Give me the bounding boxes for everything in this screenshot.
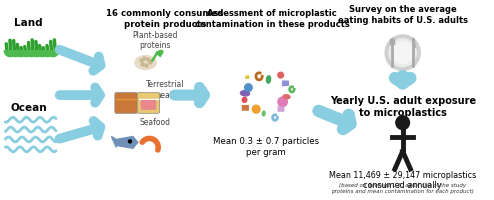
FancyBboxPatch shape — [282, 80, 289, 86]
Text: Yearly U.S. adult exposure
to microplastics: Yearly U.S. adult exposure to microplast… — [329, 96, 476, 118]
FancyBboxPatch shape — [141, 100, 156, 110]
Ellipse shape — [283, 95, 290, 99]
Polygon shape — [15, 51, 27, 57]
Text: Terrestrial
meats: Terrestrial meats — [146, 80, 184, 100]
Polygon shape — [20, 51, 32, 57]
Polygon shape — [116, 136, 138, 148]
Text: (based on average U.S. adult diet of the study
proteins and mean contamination f: (based on average U.S. adult diet of the… — [331, 183, 474, 194]
Ellipse shape — [135, 56, 156, 69]
Circle shape — [149, 61, 152, 64]
Circle shape — [128, 140, 131, 143]
Polygon shape — [26, 51, 38, 57]
Circle shape — [278, 97, 288, 107]
Circle shape — [245, 84, 252, 91]
Circle shape — [389, 39, 416, 66]
Circle shape — [396, 116, 410, 130]
FancyBboxPatch shape — [242, 105, 249, 111]
FancyBboxPatch shape — [278, 106, 285, 112]
Text: 16 commonly consumed
protein products: 16 commonly consumed protein products — [106, 9, 224, 29]
Circle shape — [143, 57, 146, 60]
Ellipse shape — [262, 111, 265, 116]
Text: Survey on the average
eating habits of U.S. adults: Survey on the average eating habits of U… — [338, 5, 468, 25]
Polygon shape — [10, 51, 21, 57]
Text: Mean 11,469 ± 29,147 microplastics
consumed annually: Mean 11,469 ± 29,147 microplastics consu… — [329, 171, 476, 190]
Polygon shape — [112, 136, 116, 147]
Ellipse shape — [241, 91, 249, 96]
Circle shape — [392, 42, 413, 64]
Polygon shape — [4, 51, 16, 57]
Polygon shape — [31, 51, 43, 57]
Circle shape — [147, 58, 150, 61]
Ellipse shape — [266, 76, 271, 83]
Polygon shape — [42, 51, 53, 57]
FancyBboxPatch shape — [115, 93, 137, 113]
Circle shape — [140, 59, 143, 62]
FancyBboxPatch shape — [137, 93, 160, 113]
Polygon shape — [47, 51, 59, 57]
Text: Ocean: Ocean — [10, 103, 47, 113]
Text: Plant-based
proteins: Plant-based proteins — [132, 31, 178, 50]
Circle shape — [385, 35, 420, 70]
Ellipse shape — [158, 50, 163, 55]
Text: Seafood: Seafood — [140, 118, 171, 127]
Text: Mean 0.3 ± 0.7 particles
per gram: Mean 0.3 ± 0.7 particles per gram — [213, 137, 320, 157]
Circle shape — [278, 72, 284, 78]
Text: Assessment of microplastic
contamination in these products: Assessment of microplastic contamination… — [195, 9, 350, 29]
Circle shape — [145, 64, 148, 67]
Polygon shape — [37, 51, 48, 57]
FancyBboxPatch shape — [245, 75, 249, 79]
Text: Land: Land — [14, 18, 43, 28]
Circle shape — [141, 63, 144, 66]
Circle shape — [252, 105, 260, 113]
